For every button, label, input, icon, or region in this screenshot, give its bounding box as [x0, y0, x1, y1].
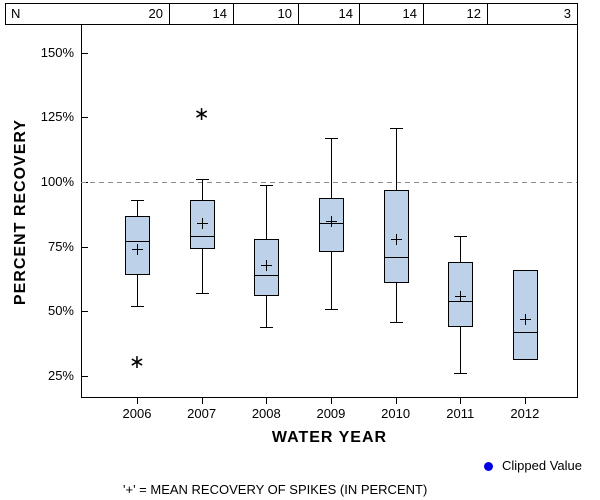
x-tick-label-2010: 2010 [381, 406, 411, 421]
x-tick-2009 [330, 398, 332, 404]
lower-whisker-cap-2007 [195, 293, 209, 295]
upper-whisker-2009 [330, 138, 332, 198]
upper-whisker-2006 [137, 200, 138, 216]
x-tick-label-2006: 2006 [122, 406, 152, 421]
median-line-2010 [383, 256, 409, 258]
upper-whisker-cap-2010 [389, 127, 403, 129]
lower-whisker-2009 [330, 251, 332, 309]
n-count-2011: 12 [423, 4, 487, 24]
legend-label: Clipped Value [502, 458, 582, 473]
lower-whisker-cap-2009 [324, 308, 338, 310]
y-tick-150 [81, 52, 88, 54]
x-tick-2011 [460, 398, 462, 404]
y-tick-label-75: 75% [47, 238, 74, 254]
mean-plus-v-2008 [266, 259, 268, 271]
upper-whisker-cap-2006 [131, 200, 144, 202]
x-tick-label-2008: 2008 [251, 406, 281, 421]
x-axis-title: WATER YEAR [271, 429, 388, 446]
y-tick-label-125: 125% [40, 109, 74, 125]
upper-whisker-cap-2007 [195, 179, 209, 181]
mean-plus-v-2009 [330, 215, 332, 227]
x-tick-2012 [524, 398, 526, 404]
upper-whisker-cap-2011 [454, 236, 468, 238]
mean-plus-v-2012 [524, 314, 526, 325]
y-tick-label-150: 150% [40, 44, 74, 60]
y-tick-label-25: 25% [47, 367, 74, 383]
median-line-2006 [125, 241, 150, 243]
y-tick-50 [81, 311, 88, 313]
upper-whisker-2011 [460, 236, 462, 263]
x-tick-2007 [201, 398, 203, 404]
outlier-asterisk-2006: ∗ [129, 351, 145, 373]
upper-whisker-cap-2009 [324, 138, 338, 140]
mean-footnote: '+' = MEAN RECOVERY OF SPIKES (IN PERCEN… [123, 482, 428, 497]
y-tick-label-100: 100% [40, 174, 74, 189]
mean-plus-v-2010 [395, 233, 397, 245]
clipped-value-dot-icon [484, 462, 493, 471]
n-count-2009: 14 [298, 4, 359, 24]
n-count-2008: 10 [233, 4, 298, 24]
y-tick-125 [81, 117, 88, 119]
lower-whisker-2008 [266, 295, 268, 327]
upper-whisker-cap-2008 [260, 184, 274, 186]
reference-line-100pct [81, 182, 577, 183]
plot-frame [81, 24, 578, 398]
y-axis-title: PERCENT RECOVERY [12, 118, 29, 306]
n-count-2006: 20 [148, 6, 163, 21]
lower-whisker-2011 [460, 326, 462, 374]
upper-whisker-2010 [395, 127, 397, 190]
x-tick-label-2012: 2012 [510, 406, 540, 421]
n-table-label: N [11, 6, 21, 21]
lower-whisker-cap-2008 [260, 326, 274, 328]
median-line-2007 [189, 236, 215, 238]
lower-whisker-cap-2011 [454, 373, 468, 375]
median-line-2008 [254, 275, 280, 277]
lower-whisker-2007 [201, 249, 203, 294]
mean-plus-v-2007 [201, 218, 203, 230]
x-tick-label-2007: 2007 [187, 406, 217, 421]
n-count-table: N 20 14 10 14 14 12 3 [5, 3, 578, 25]
x-tick-2006 [137, 398, 138, 404]
iqr-box-2010 [383, 189, 409, 283]
lower-whisker-2006 [137, 275, 138, 307]
x-tick-label-2011: 2011 [446, 406, 475, 421]
y-tick-75 [81, 246, 88, 248]
n-count-2007: 14 [169, 4, 233, 24]
upper-whisker-2008 [266, 184, 268, 239]
n-count-2010: 14 [359, 4, 423, 24]
median-line-2012 [512, 331, 538, 333]
mean-plus-v-2011 [460, 290, 462, 302]
y-tick-25 [81, 375, 88, 377]
lower-whisker-cap-2010 [389, 321, 403, 323]
outlier-asterisk-2007: ∗ [193, 103, 210, 125]
x-tick-label-2009: 2009 [316, 406, 346, 421]
x-tick-2008 [266, 398, 268, 404]
y-tick-label-50: 50% [47, 303, 74, 319]
upper-whisker-2007 [201, 179, 203, 201]
lower-whisker-2010 [395, 282, 397, 322]
n-count-2012: 3 [487, 4, 577, 24]
lower-whisker-cap-2006 [131, 306, 144, 308]
x-tick-2010 [395, 398, 397, 404]
mean-plus-v-2006 [137, 244, 138, 256]
